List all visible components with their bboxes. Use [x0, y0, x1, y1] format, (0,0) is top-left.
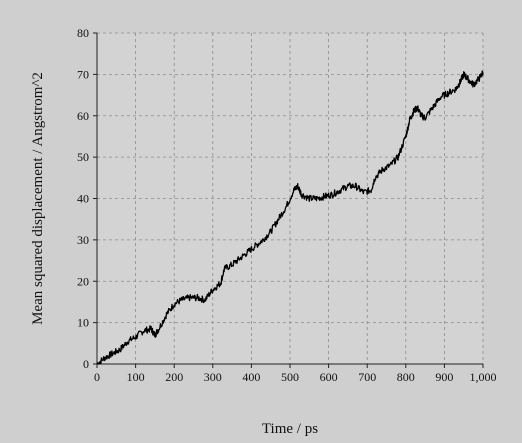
y-tick-label: 30 — [77, 233, 89, 247]
y-axis-title: Mean squared displacement / Angstrom^2 — [30, 72, 46, 325]
x-tick-label: 500 — [281, 370, 299, 384]
x-tick-label: 0 — [94, 370, 100, 384]
y-tick-label: 0 — [83, 357, 89, 371]
x-tick-label: 300 — [204, 370, 222, 384]
x-tick-label: 900 — [435, 370, 453, 384]
y-tick-label: 40 — [77, 192, 89, 206]
msd-series-line — [96, 70, 484, 365]
y-tick-label: 60 — [77, 109, 89, 123]
x-tick-label: 400 — [242, 370, 260, 384]
x-tick-label: 200 — [165, 370, 183, 384]
x-tick-label: 600 — [320, 370, 338, 384]
grid-lines — [97, 32, 484, 364]
y-tick-label: 10 — [77, 316, 89, 330]
y-tick-label: 70 — [77, 67, 89, 81]
x-tick-label: 800 — [397, 370, 415, 384]
x-tick-label: 700 — [358, 370, 376, 384]
y-tick-label: 50 — [77, 150, 89, 164]
x-tick-label: 100 — [127, 370, 145, 384]
x-tick-label: 1,000 — [470, 370, 497, 384]
x-axis-title: Time / ps — [262, 421, 318, 437]
y-tick-label: 80 — [77, 26, 89, 40]
y-axis-ticks: 0 10 20 30 40 50 60 70 80 — [77, 26, 97, 371]
x-axis-ticks: 0 100 200 300 400 500 600 700 800 900 1,000 — [94, 364, 497, 384]
y-tick-label: 20 — [77, 274, 89, 288]
